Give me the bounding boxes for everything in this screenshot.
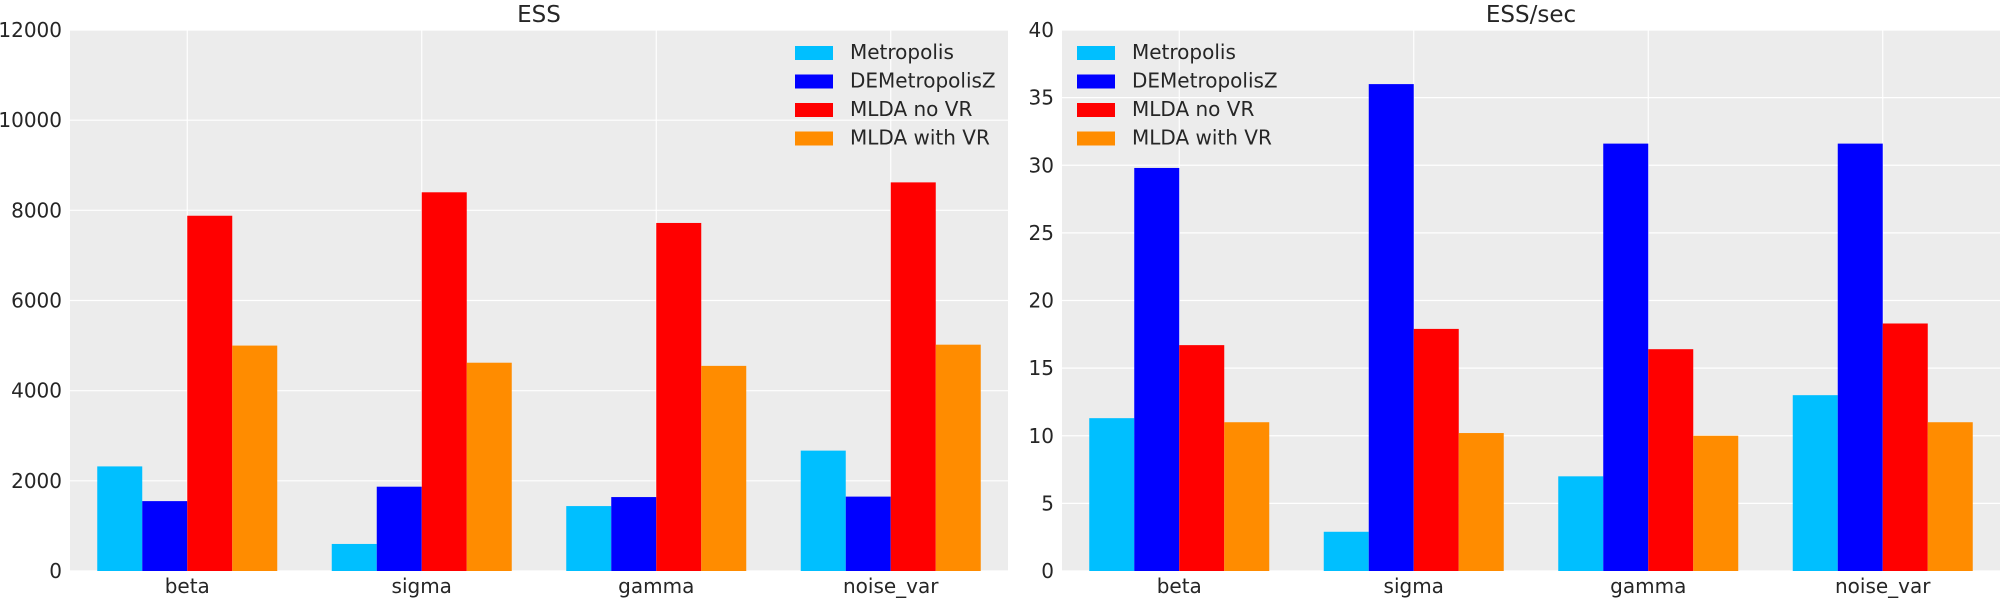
bar-metropolis bbox=[97, 466, 143, 571]
bar-demetropolisz bbox=[845, 496, 891, 571]
y-tick-label: 30 bbox=[1029, 153, 1054, 177]
bar-demetropolisz bbox=[1134, 167, 1180, 571]
bar-mlda-with-vr bbox=[1458, 433, 1504, 571]
bar-demetropolisz bbox=[611, 497, 657, 571]
bar-mlda-no-vr bbox=[1882, 323, 1928, 571]
bar-mlda-with-vr bbox=[232, 345, 278, 571]
bar-demetropolisz bbox=[1603, 143, 1649, 572]
y-tick-label: 6000 bbox=[11, 289, 62, 313]
x-tick-label: noise_var bbox=[1835, 574, 1931, 598]
bar-mlda-with-vr bbox=[701, 365, 747, 571]
legend-swatch bbox=[1077, 103, 1115, 117]
bar-demetropolisz bbox=[1837, 143, 1883, 572]
bar-metropolis bbox=[1792, 395, 1838, 571]
bar-mlda-no-vr bbox=[421, 192, 467, 572]
legend-label: MLDA with VR bbox=[850, 126, 990, 150]
legend-label: MLDA with VR bbox=[1132, 126, 1272, 150]
chart-ess: 0 2000 4000 6000 8000 10000 12000 beta sigma gamm… bbox=[0, 2, 1008, 598]
legend-swatch bbox=[1077, 131, 1115, 146]
x-tick-label: beta bbox=[165, 574, 210, 598]
x-tick-label: noise_var bbox=[843, 574, 939, 598]
y-tick-label: 2000 bbox=[11, 469, 62, 493]
chart-ess-per-sec: 0 5 10 15 20 25 30 35 40 beta sigma gamma noise_var E… bbox=[1029, 2, 2000, 598]
legend-label: DEMetropolisZ bbox=[850, 69, 996, 93]
bar-metropolis bbox=[1089, 418, 1135, 571]
y-tick-label: 20 bbox=[1029, 289, 1054, 313]
bar-mlda-with-vr bbox=[1693, 435, 1739, 571]
bar-mlda-no-vr bbox=[890, 182, 936, 572]
y-tick-label: 4000 bbox=[11, 379, 62, 403]
bar-demetropolisz bbox=[376, 486, 422, 571]
legend-swatch bbox=[795, 131, 833, 146]
legend-label: MLDA no VR bbox=[1132, 97, 1254, 121]
y-tick-label: 0 bbox=[49, 559, 62, 583]
y-tick-label: 12000 bbox=[0, 18, 62, 42]
legend-swatch bbox=[795, 46, 833, 60]
bar-demetropolisz bbox=[1368, 84, 1414, 571]
bar-mlda-no-vr bbox=[1648, 349, 1694, 571]
bar-mlda-with-vr bbox=[935, 344, 981, 571]
bar-mlda-no-vr bbox=[1413, 328, 1459, 571]
bar-metropolis bbox=[1558, 476, 1604, 571]
y-tick-label: 10000 bbox=[0, 108, 62, 132]
legend-swatch bbox=[1077, 74, 1115, 89]
legend-swatch bbox=[795, 103, 833, 117]
chart-title: ESS/sec bbox=[1486, 2, 1576, 28]
bar-metropolis bbox=[1323, 531, 1369, 571]
x-tick-label: beta bbox=[1157, 574, 1202, 598]
y-tick-label: 25 bbox=[1029, 221, 1054, 245]
y-tick-label: 35 bbox=[1029, 86, 1054, 110]
legend-label: MLDA no VR bbox=[850, 97, 972, 121]
y-tick-label: 15 bbox=[1029, 356, 1054, 380]
y-tick-label: 0 bbox=[1041, 559, 1054, 583]
bar-metropolis bbox=[566, 506, 612, 571]
legend-label: DEMetropolisZ bbox=[1132, 69, 1278, 93]
y-tick-label: 10 bbox=[1029, 424, 1054, 448]
bar-metropolis bbox=[331, 543, 377, 571]
bar-mlda-with-vr bbox=[466, 362, 512, 571]
bar-mlda-no-vr bbox=[1179, 345, 1225, 571]
y-tick-label: 40 bbox=[1029, 18, 1054, 42]
bar-mlda-with-vr bbox=[1927, 422, 1973, 571]
bar-demetropolisz bbox=[142, 501, 188, 571]
legend-label: Metropolis bbox=[1132, 40, 1236, 64]
x-tick-label: gamma bbox=[618, 574, 694, 598]
x-tick-label: gamma bbox=[1610, 574, 1686, 598]
legend-label: Metropolis bbox=[850, 40, 954, 64]
x-tick-label: sigma bbox=[392, 574, 452, 598]
legend-swatch bbox=[1077, 46, 1115, 60]
bar-mlda-no-vr bbox=[656, 222, 702, 571]
chart-title: ESS bbox=[517, 2, 561, 28]
bar-mlda-with-vr bbox=[1224, 422, 1270, 571]
y-tick-label: 8000 bbox=[11, 198, 62, 222]
bar-mlda-no-vr bbox=[187, 215, 233, 571]
y-tick-label: 5 bbox=[1041, 491, 1054, 515]
x-tick-label: sigma bbox=[1384, 574, 1444, 598]
bar-metropolis bbox=[800, 450, 846, 571]
legend-swatch bbox=[795, 74, 833, 89]
